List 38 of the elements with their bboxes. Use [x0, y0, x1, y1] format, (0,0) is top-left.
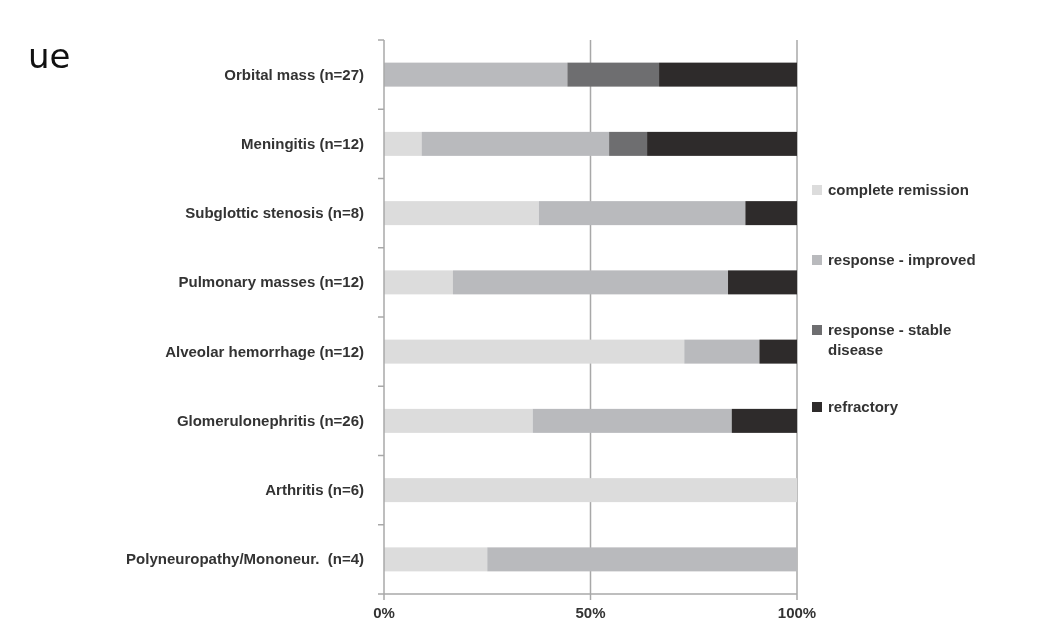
- bar: [759, 339, 797, 364]
- x-tick-label: 50%: [575, 604, 606, 621]
- text: ue: [28, 36, 71, 76]
- y-tick-label: Alveolar hemorrhage (n=12): [165, 342, 364, 360]
- bar: [659, 62, 797, 87]
- y-tick-label: Pulmonary masses (n=12): [178, 273, 364, 291]
- bar: [452, 270, 729, 295]
- legend-label: response - improved: [828, 251, 976, 268]
- bar: [384, 270, 453, 295]
- y-tick-label: Glomerulonephritis (n=26): [176, 411, 364, 429]
- x-tick-label: 0%: [373, 604, 395, 621]
- bar: [538, 201, 746, 226]
- bar: [728, 270, 797, 295]
- bar: [384, 547, 488, 572]
- bar: [384, 478, 797, 503]
- bar: [731, 408, 797, 433]
- legend-label: complete remission: [828, 181, 969, 198]
- y-tick-label: Subglottic stenosis (n=8): [185, 204, 364, 222]
- bar: [567, 62, 660, 87]
- y-tick-label: Polyneuropathy/Mononeur. (n=4): [126, 550, 364, 568]
- y-tick-label: Meningitis (n=12): [241, 134, 364, 152]
- bar: [384, 408, 533, 433]
- bar: [384, 339, 685, 364]
- legend-label: response - stable disease: [828, 321, 952, 358]
- bar: [684, 339, 760, 364]
- bar: [384, 62, 568, 87]
- bar: [647, 131, 797, 156]
- bar: [384, 201, 539, 226]
- y-tick-label: Arthritis (n=6): [265, 481, 364, 499]
- bar: [609, 131, 648, 156]
- y-tick-label: Orbital mass (n=27): [224, 65, 364, 83]
- bar: [745, 201, 797, 226]
- bar: [421, 131, 610, 156]
- bar: [532, 408, 732, 433]
- legend-label: refractory: [828, 398, 899, 415]
- x-tick-label: 100%: [777, 604, 817, 621]
- bar: [487, 547, 797, 572]
- bar: [384, 131, 422, 156]
